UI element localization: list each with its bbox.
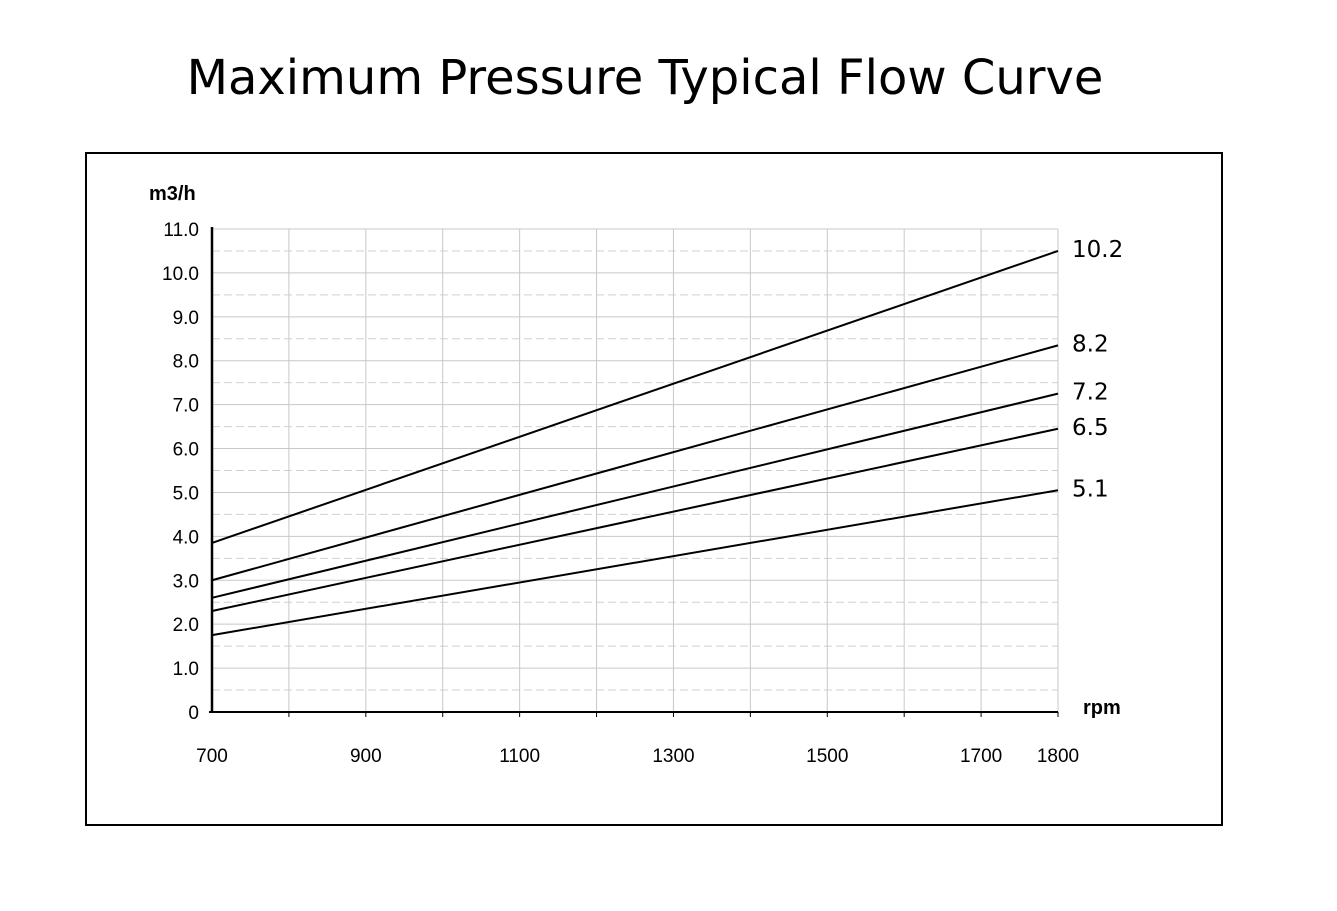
series-label: 6.5 [1072, 415, 1109, 441]
x-tick-label: 1500 [806, 746, 848, 767]
series-label: 10.2 [1072, 237, 1123, 263]
x-tick-label: 1100 [499, 746, 540, 767]
chart-frame [85, 152, 1223, 826]
y-tick-label: 5.0 [173, 483, 199, 504]
x-axis-label: rpm [1083, 697, 1121, 719]
x-tick-label: 1800 [1037, 746, 1079, 767]
x-tick-label: 700 [196, 746, 228, 767]
y-tick-label: 2.0 [173, 615, 199, 636]
y-tick-label: 11.0 [163, 220, 199, 241]
y-tick-label: 7.0 [173, 396, 199, 417]
y-axis-label: m3/h [149, 183, 196, 205]
series-label: 7.2 [1072, 380, 1109, 406]
x-tick-label: 1700 [960, 746, 1002, 767]
y-tick-label: 1.0 [173, 659, 199, 680]
x-tick-label: 1300 [652, 746, 694, 767]
chart-title: Maximum Pressure Typical Flow Curve [186, 50, 1104, 106]
series-line [211, 344, 1059, 582]
y-tick-label: 10.0 [162, 264, 199, 285]
y-tick-label: 9.0 [173, 308, 199, 329]
series-label: 5.1 [1072, 476, 1109, 502]
y-tick-label: 4.0 [173, 527, 199, 548]
series-label: 8.2 [1072, 331, 1109, 357]
x-tick-label: 900 [350, 746, 382, 767]
y-tick-label: 8.0 [173, 352, 199, 373]
series-line [211, 250, 1059, 544]
y-tick-label: 6.0 [173, 440, 199, 461]
series-line [211, 489, 1059, 637]
y-tick-label: 3.0 [173, 571, 199, 592]
y-tick-label: 0 [188, 703, 199, 724]
series-line [211, 427, 1059, 612]
series-line [211, 392, 1059, 599]
